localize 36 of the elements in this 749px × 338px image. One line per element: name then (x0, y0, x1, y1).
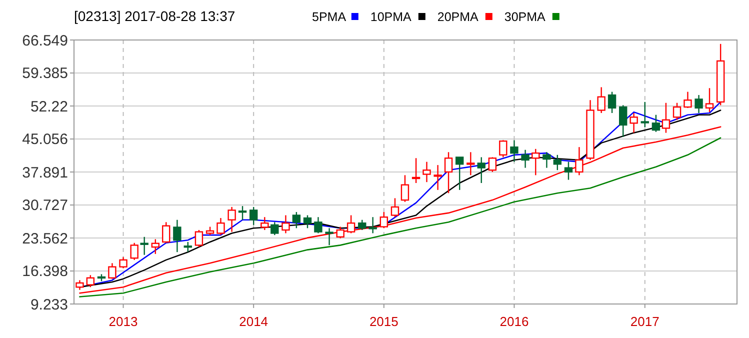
candlestick (422, 161, 431, 183)
x-tick-label: 2015 (369, 314, 398, 329)
y-tick-label: 37.891 (22, 164, 68, 182)
chart-title: [02313] 2017-08-28 13:37 (74, 8, 236, 24)
y-tick-label: 59.385 (22, 65, 68, 82)
y-tick-label: 45.056 (22, 131, 68, 148)
candlestick (325, 228, 334, 246)
candlestick (521, 149, 530, 168)
x-tick-label: 2017 (630, 314, 660, 329)
x-tick-label: 2013 (108, 314, 138, 329)
x-tick-label: 2016 (500, 314, 529, 329)
legend-label: 20PMA (437, 10, 480, 24)
candlestick (510, 140, 518, 162)
y-tick-label: 9.233 (30, 296, 68, 314)
candlestick (597, 86, 606, 114)
candlestick (542, 152, 551, 168)
candlestick (282, 214, 290, 234)
candlestick (466, 152, 475, 176)
legend-label: 5PMA (312, 10, 347, 24)
y-tick-label: 30.727 (22, 197, 68, 214)
candlestick (228, 206, 236, 232)
legend-label: 10PMA (370, 10, 412, 24)
y-tick-label: 16.398 (22, 263, 68, 280)
candlestick (434, 164, 442, 191)
y-tick-label: 66.549 (22, 32, 68, 50)
y-tick-label: 52.22 (30, 98, 68, 116)
candlestick (260, 216, 269, 231)
y-tick-label: 23.562 (22, 230, 68, 248)
candlestick (694, 94, 703, 114)
x-tick-label: 2014 (239, 314, 268, 329)
candlestick (575, 146, 584, 176)
candlestick (76, 280, 84, 290)
candlestick (140, 236, 148, 256)
candlestick (630, 112, 638, 134)
legend-label: 30PMA (504, 10, 546, 24)
candlestick (173, 219, 182, 253)
